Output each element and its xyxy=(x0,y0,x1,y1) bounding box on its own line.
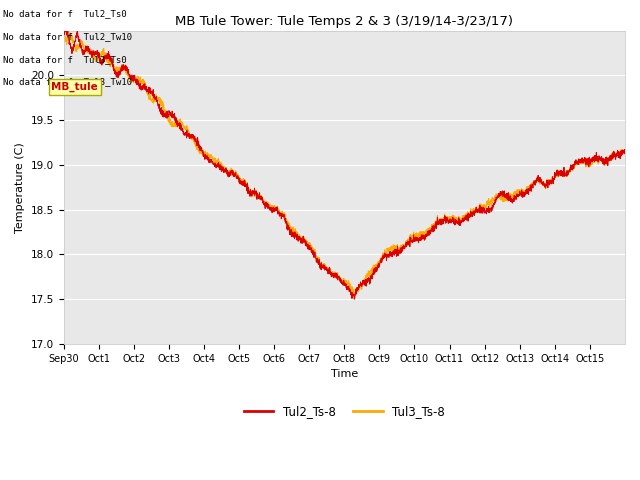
Y-axis label: Temperature (C): Temperature (C) xyxy=(15,142,25,233)
Legend: Tul2_Ts-8, Tul3_Ts-8: Tul2_Ts-8, Tul3_Ts-8 xyxy=(239,400,450,422)
Text: MB_tule: MB_tule xyxy=(51,82,98,92)
Text: No data for f  Tul2_Tw10: No data for f Tul2_Tw10 xyxy=(3,32,132,41)
Title: MB Tule Tower: Tule Temps 2 & 3 (3/19/14-3/23/17): MB Tule Tower: Tule Temps 2 & 3 (3/19/14… xyxy=(175,15,513,28)
Text: No data for f  Tul3_Tw10: No data for f Tul3_Tw10 xyxy=(3,77,132,86)
X-axis label: Time: Time xyxy=(331,369,358,379)
Text: No data for f  Tul3_Ts0: No data for f Tul3_Ts0 xyxy=(3,55,127,64)
Text: No data for f  Tul2_Ts0: No data for f Tul2_Ts0 xyxy=(3,10,127,19)
